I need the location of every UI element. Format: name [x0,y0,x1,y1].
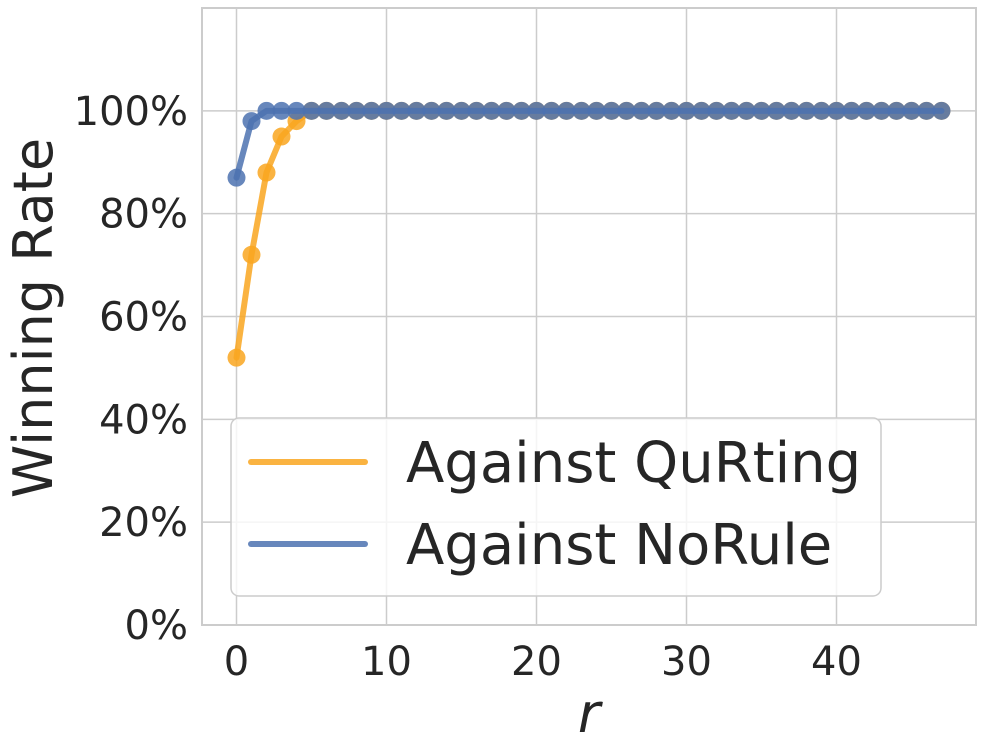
data-point [797,101,816,120]
data-point [902,101,921,120]
data-point [602,101,621,120]
x-tick-labels: 0 10 20 30 40 [224,639,862,685]
x-tick-label: 20 [511,639,562,685]
x-tick-label: 0 [224,639,249,685]
y-tick-label: 80% [99,192,188,238]
series-layer [227,101,951,367]
data-point [887,101,906,120]
data-point [782,101,801,120]
data-point [827,101,846,120]
x-tick-label: 40 [811,639,862,685]
data-point [422,101,441,120]
series-1 [227,101,951,187]
y-tick-label: 40% [99,397,188,443]
data-point [317,101,336,120]
data-point [722,101,741,120]
data-point [692,101,711,120]
data-point [557,101,576,120]
data-point [512,101,531,120]
data-point [302,101,321,120]
data-point [767,101,786,120]
data-point [257,163,276,182]
legend-label-qurting: Against QuRting [406,431,861,496]
x-tick-label: 30 [661,639,712,685]
x-axis-label: r [578,682,603,745]
data-point [527,101,546,120]
data-point [752,101,771,120]
data-point [647,101,666,120]
y-axis-label: Winning Rate [2,138,65,498]
legend-box [230,417,882,597]
plot-frame [201,7,977,626]
data-point [392,101,411,120]
legend-label-norule: Against NoRule [406,513,832,578]
data-point [347,101,366,120]
data-point [707,101,726,120]
data-point [227,168,246,187]
data-point [452,101,471,120]
data-point [272,101,291,120]
data-point [812,101,831,120]
data-point [542,101,561,120]
data-point [332,101,351,120]
data-point [677,101,696,120]
data-point [737,101,756,120]
y-tick-label: 0% [125,603,188,649]
data-point [242,245,261,264]
y-tick-label: 100% [74,89,188,135]
x-tick-label: 10 [361,639,412,685]
data-point [272,127,291,146]
data-point [467,101,486,120]
data-point [227,348,246,367]
data-point [587,101,606,120]
data-point [287,101,306,120]
y-tick-labels: 0% 20% 40% 60% 80% 100% [74,89,188,649]
data-point [872,101,891,120]
y-tick-label: 60% [99,295,188,341]
legend: Against QuRting Against NoRule [230,417,882,597]
data-point [362,101,381,120]
data-point [572,101,591,120]
data-point [482,101,501,120]
data-point [857,101,876,120]
y-tick-label: 20% [99,500,188,546]
data-point [932,101,951,120]
data-point [842,101,861,120]
data-point [497,101,516,120]
data-point [662,101,681,120]
data-point [407,101,426,120]
data-point [242,112,261,131]
data-point [617,101,636,120]
data-point [632,101,651,120]
data-point [257,101,276,120]
data-point [437,101,456,120]
data-point [917,101,936,120]
data-point [377,101,396,120]
